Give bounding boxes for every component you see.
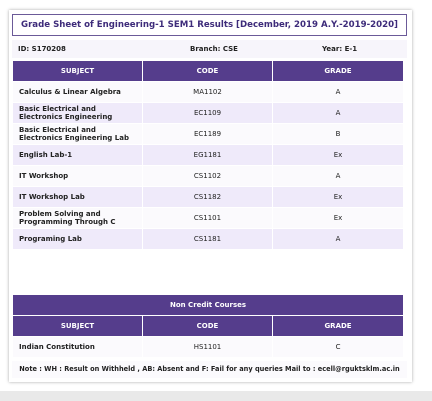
grade-cell: A xyxy=(272,81,404,103)
code-cell: HS1101 xyxy=(142,336,273,358)
code-cell: MA1102 xyxy=(142,81,273,103)
table-row: Calculus & Linear Algebra MA1102 A xyxy=(12,81,404,103)
subject-cell: Basic Electrical and Electronics Enginee… xyxy=(12,102,143,124)
non-credit-table: Non Credit Courses SUBJECT CODE GRADE Indi… xyxy=(11,294,405,358)
table-row: English Lab-1 EG1181 Ex xyxy=(12,144,404,166)
table-row: Programing Lab CS1181 A xyxy=(12,228,404,250)
grade-cell: A xyxy=(272,165,404,187)
column-header: GRADE xyxy=(271,315,405,337)
header-row: SUBJECT CODE GRADE xyxy=(12,60,404,82)
subject-cell: IT Workshop Lab xyxy=(12,186,143,208)
subject-cell: Programing Lab xyxy=(12,228,143,250)
subject-cell: IT Workshop xyxy=(12,165,143,187)
year: Year: E-1 xyxy=(322,45,358,53)
code-cell: CS1182 xyxy=(142,186,273,208)
column-header: SUBJECT xyxy=(12,315,143,337)
table-row: Basic Electrical and Electronics Enginee… xyxy=(12,102,404,124)
subject-cell: Problem Solving and Programming Through … xyxy=(12,207,143,229)
subject-cell: Indian Constitution xyxy=(12,336,143,358)
info-row: ID: S170208 Branch: CSE Year: E-1 xyxy=(12,40,407,58)
grade-cell: B xyxy=(272,123,404,145)
student-id: ID: S170208 xyxy=(18,45,66,53)
column-header: CODE xyxy=(142,315,273,337)
result-card: Grade Sheet of Engineering-1 SEM1 Result… xyxy=(9,10,412,382)
table-row: Problem Solving and Programming Through … xyxy=(12,207,404,229)
non-credit-title: Non Credit Courses xyxy=(11,294,405,316)
code-cell: EG1181 xyxy=(142,144,273,166)
code-cell: CS1102 xyxy=(142,165,273,187)
table-row: Basic Electrical and Electronics Enginee… xyxy=(12,123,404,145)
code-cell: EC1109 xyxy=(142,102,273,124)
grade-cell: A xyxy=(272,228,404,250)
column-header: SUBJECT xyxy=(12,60,143,82)
non-credit-title-row: Non Credit Courses xyxy=(11,294,405,316)
column-header: GRADE xyxy=(272,60,404,82)
grade-table: SUBJECT CODE GRADE Calculus & Linear Algeb… xyxy=(12,60,404,250)
branch: Branch: CSE xyxy=(190,45,238,53)
subject-cell: Calculus & Linear Algebra xyxy=(12,81,143,103)
table-row: Indian Constitution HS1101 C xyxy=(12,336,405,358)
subject-cell: English Lab-1 xyxy=(12,144,143,166)
grade-cell: A xyxy=(272,102,404,124)
bottom-strip xyxy=(0,391,432,401)
table-row: IT Workshop Lab CS1182 Ex xyxy=(12,186,404,208)
grade-cell: Ex xyxy=(272,207,404,229)
code-cell: CS1181 xyxy=(142,228,273,250)
code-cell: CS1101 xyxy=(142,207,273,229)
grade-cell: Ex xyxy=(272,144,404,166)
code-cell: EC1189 xyxy=(142,123,273,145)
grade-cell: C xyxy=(271,336,405,358)
subject-cell: Basic Electrical and Electronics Enginee… xyxy=(12,123,143,145)
table-row: IT Workshop CS1102 A xyxy=(12,165,404,187)
column-header: CODE xyxy=(142,60,273,82)
title: Grade Sheet of Engineering-1 SEM1 Result… xyxy=(12,14,407,36)
note: Note : WH : Result on Withheld , AB: Abs… xyxy=(12,361,407,378)
grade-cell: Ex xyxy=(272,186,404,208)
header-row: SUBJECT CODE GRADE xyxy=(12,315,405,337)
